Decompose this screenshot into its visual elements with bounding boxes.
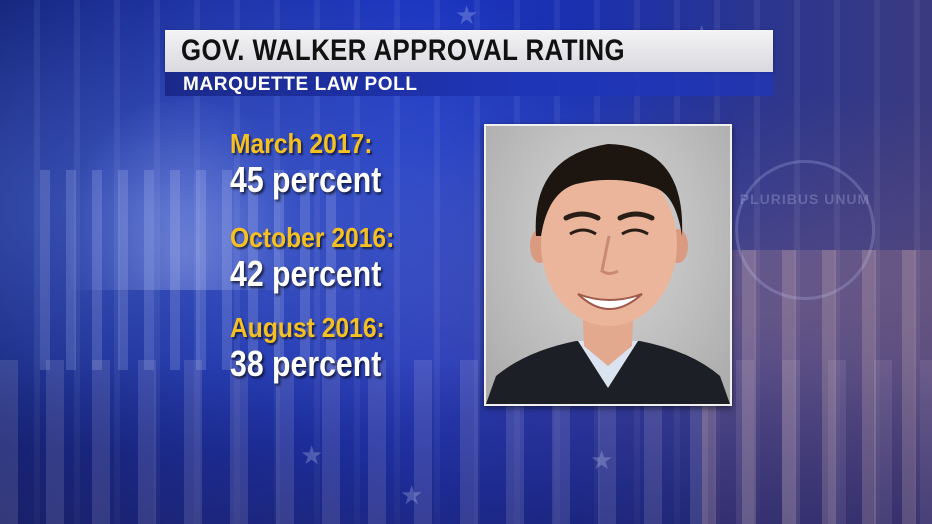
governor-portrait	[484, 124, 732, 406]
star-icon: ★	[300, 440, 324, 470]
page-title: GOV. WALKER APPROVAL RATING	[181, 34, 626, 67]
capitol-dome-backdrop	[70, 100, 300, 290]
nose-shape	[600, 235, 619, 275]
page-subtitle: MARQUETTE LAW POLL	[183, 74, 418, 95]
rating-date: March 2017:	[230, 128, 373, 159]
eyebrow-shape	[617, 211, 655, 221]
star-icon: ★	[590, 445, 614, 475]
eye-shape	[621, 228, 649, 236]
rating-value: 42 percent	[230, 253, 382, 294]
title-banner: GOV. WALKER APPROVAL RATING	[165, 30, 773, 72]
seal-watermark: PLURIBUS UNUM	[735, 160, 875, 300]
building-backdrop	[0, 360, 932, 524]
face-shape	[541, 162, 677, 326]
eye-shape	[569, 228, 597, 236]
rating-value: 38 percent	[230, 343, 382, 384]
rating-value: 45 percent	[230, 159, 382, 200]
rating-date: October 2016:	[230, 222, 395, 253]
subtitle-banner: MARQUETTE LAW POLL	[165, 72, 773, 96]
rating-entry: August 2016: 38 percent	[230, 312, 410, 384]
hair-shape	[535, 144, 683, 236]
eyebrow-shape	[563, 211, 601, 221]
seal-text: PLURIBUS UNUM	[739, 191, 871, 207]
rating-date: August 2016:	[230, 312, 385, 343]
star-icon: ★	[455, 0, 479, 30]
mouth-shape	[577, 293, 643, 310]
rating-entry: March 2017: 45 percent	[230, 128, 410, 200]
capitol-columns-backdrop	[40, 170, 340, 370]
portrait-figure	[486, 144, 730, 404]
star-icon: ★	[400, 480, 424, 510]
rating-entry: October 2016: 42 percent	[230, 222, 417, 294]
